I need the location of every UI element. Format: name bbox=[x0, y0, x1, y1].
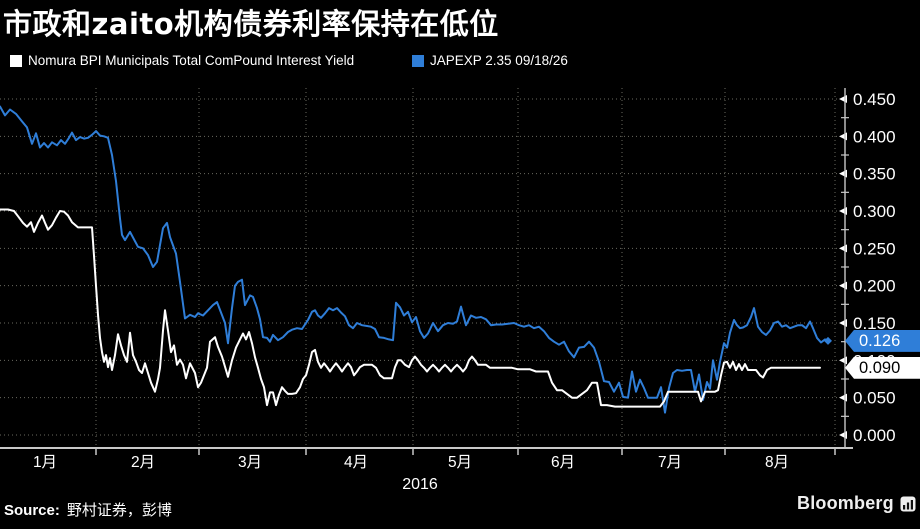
y-tick-label: 0.300 bbox=[853, 202, 896, 221]
x-tick-label: 1月 bbox=[33, 454, 57, 471]
y-tick-arrow bbox=[839, 319, 847, 327]
series-lines bbox=[0, 105, 832, 414]
x-tick-label: 6月 bbox=[551, 454, 575, 471]
y-tick-arrow bbox=[839, 281, 847, 290]
x-axis-year-label: 2016 bbox=[402, 476, 438, 493]
title-suffix: 机构债券利率保持在低位 bbox=[174, 9, 499, 41]
title-prefix: 市政和 bbox=[3, 9, 92, 41]
x-tick-label: 3月 bbox=[238, 454, 262, 471]
y-tick-arrow bbox=[839, 207, 847, 215]
y-tick-label: 0.000 bbox=[853, 426, 896, 445]
y-tick-arrow bbox=[839, 356, 847, 365]
x-tick-label: 7月 bbox=[658, 454, 682, 471]
y-tick-arrow bbox=[839, 431, 847, 439]
title-latin: zaito bbox=[91, 7, 175, 41]
y-tick-arrow bbox=[839, 244, 847, 253]
legend-label: Nomura BPI Municipals Total ComPound Int… bbox=[28, 53, 355, 68]
series-end-marker bbox=[824, 336, 832, 345]
y-tick-label: 0.200 bbox=[853, 277, 896, 296]
source-label: Source: bbox=[4, 502, 60, 519]
y-tick-label: 0.400 bbox=[853, 127, 896, 146]
series-line-nomura bbox=[0, 208, 821, 408]
source-line: Source: 野村证券，彭博 bbox=[4, 499, 172, 520]
y-tick-arrow bbox=[839, 132, 847, 141]
y-tick-label: 0.150 bbox=[853, 314, 896, 333]
source-text: 野村证券，彭博 bbox=[66, 502, 172, 519]
legend-swatch-blue bbox=[412, 54, 424, 67]
y-tick-label: 0.350 bbox=[853, 165, 896, 184]
x-tick-label: 5月 bbox=[448, 454, 472, 471]
y-tick-arrow bbox=[839, 393, 847, 402]
x-tick-label: 8月 bbox=[765, 454, 789, 471]
x-tick-label: 2月 bbox=[131, 454, 155, 471]
series-line-japexp bbox=[0, 105, 829, 414]
bloomberg-brand: Bloomberg bbox=[797, 493, 916, 514]
bloomberg-chart-icon bbox=[900, 496, 916, 511]
legend-item-nomura: Nomura BPI Municipals Total ComPound Int… bbox=[10, 53, 354, 68]
legend-item-japexp: JAPEXP 2.35 09/18/26 bbox=[412, 53, 568, 68]
y-tick-arrow bbox=[839, 95, 847, 103]
y-tick-arrow bbox=[839, 169, 847, 178]
value-label-nomura: 0.090 bbox=[845, 356, 920, 379]
page-title: 市政和zaito机构债券利率保持在低位 bbox=[3, 1, 499, 43]
value-label-japexp: 0.126 bbox=[845, 329, 920, 352]
axes: 0.0000.0500.1000.1500.2000.2500.3000.350… bbox=[0, 88, 896, 493]
legend-label: JAPEXP 2.35 09/18/26 bbox=[430, 53, 568, 68]
y-tick-label: 0.250 bbox=[853, 239, 896, 258]
legend-swatch-white bbox=[10, 54, 22, 67]
bloomberg-logo-text: Bloomberg bbox=[797, 493, 894, 513]
y-tick-label: 0.450 bbox=[853, 90, 896, 109]
gridlines bbox=[0, 88, 845, 448]
x-tick-label: 4月 bbox=[344, 454, 368, 471]
y-tick-label: 0.050 bbox=[853, 389, 896, 408]
